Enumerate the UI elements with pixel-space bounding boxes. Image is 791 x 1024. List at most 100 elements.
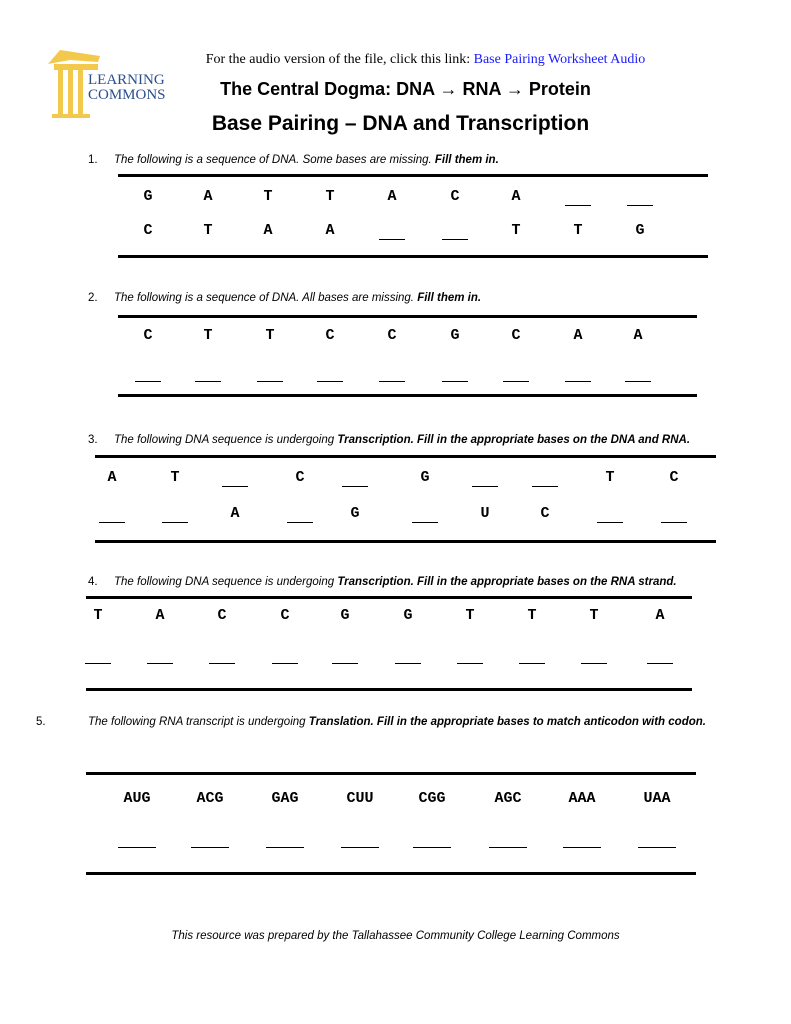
base-letter: C	[295, 469, 305, 486]
base-letter: A	[325, 222, 335, 239]
blank-base-field[interactable]	[379, 223, 405, 240]
blank-base-field[interactable]	[489, 831, 527, 848]
blank-base-field[interactable]	[266, 831, 304, 848]
question-text: The following DNA sequence is undergoing	[114, 434, 338, 446]
blank-base-field[interactable]	[563, 831, 601, 848]
learning-commons-logo: LEARNING COMMONS	[40, 42, 170, 122]
base-letter: A	[230, 505, 240, 522]
question-instruction: Translation. Fill in the appropriate bas…	[308, 716, 706, 728]
question-number: 1.	[88, 154, 98, 166]
base-letter: C	[217, 607, 227, 624]
base-letter: T	[325, 188, 335, 205]
blank-base-field[interactable]	[532, 470, 558, 487]
box-top-rule	[118, 315, 697, 318]
base-letter: T	[203, 222, 213, 239]
blank-base-field[interactable]	[627, 189, 653, 206]
blank-base-field[interactable]	[472, 470, 498, 487]
audio-link[interactable]: Base Pairing Worksheet Audio	[473, 52, 646, 67]
blank-base-field[interactable]	[581, 647, 607, 664]
blank-base-field[interactable]	[195, 365, 221, 382]
blank-base-field[interactable]	[222, 470, 248, 487]
base-letter: AGC	[494, 790, 522, 807]
blank-base-field[interactable]	[565, 365, 591, 382]
base-letter: C	[669, 469, 679, 486]
base-letter: A	[633, 327, 643, 344]
base-letter: T	[589, 607, 599, 624]
svg-text:LEARNING: LEARNING	[88, 72, 165, 88]
base-letter: AAA	[568, 790, 596, 807]
blank-base-field[interactable]	[287, 506, 313, 523]
blank-base-field[interactable]	[597, 506, 623, 523]
blank-base-field[interactable]	[272, 647, 298, 664]
base-letter: A	[511, 188, 521, 205]
base-letter: A	[155, 607, 165, 624]
question-instruction: Transcription. Fill in the appropriate b…	[337, 434, 691, 446]
base-letter: A	[387, 188, 397, 205]
base-letter: A	[573, 327, 583, 344]
blank-base-field[interactable]	[519, 647, 545, 664]
blank-base-field[interactable]	[442, 365, 468, 382]
question-text: The following DNA sequence is undergoing	[114, 576, 338, 588]
blank-base-field[interactable]	[661, 506, 687, 523]
question-4: 4. The following DNA sequence is undergoi…	[88, 572, 748, 592]
blank-base-field[interactable]	[147, 647, 173, 664]
blank-base-field[interactable]	[118, 831, 156, 848]
base-letter: G	[143, 188, 153, 205]
blank-base-field[interactable]	[341, 831, 379, 848]
blank-base-field[interactable]	[162, 506, 188, 523]
base-letter: G	[450, 327, 460, 344]
blank-base-field[interactable]	[457, 647, 483, 664]
blank-base-field[interactable]	[332, 647, 358, 664]
blank-base-field[interactable]	[379, 365, 405, 382]
question-number: 2.	[88, 292, 98, 304]
base-letter: G	[635, 222, 645, 239]
page-title: The Central Dogma: DNA → RNA → Protein	[220, 79, 591, 99]
base-letter: T	[93, 607, 103, 624]
base-letter: G	[350, 505, 360, 522]
base-letter: T	[605, 469, 615, 486]
question-instruction: Fill them in.	[434, 154, 499, 166]
blank-base-field[interactable]	[317, 365, 343, 382]
base-letter: C	[143, 327, 153, 344]
blank-base-field[interactable]	[625, 365, 651, 382]
base-letter: ACG	[196, 790, 224, 807]
base-letter: T	[263, 188, 273, 205]
base-letter: C	[280, 607, 290, 624]
base-letter: T	[265, 327, 275, 344]
question-number: 4.	[88, 576, 98, 588]
blank-base-field[interactable]	[209, 647, 235, 664]
base-letter: AUG	[123, 790, 151, 807]
base-letter: CUU	[346, 790, 374, 807]
base-letter: A	[203, 188, 213, 205]
blank-base-field[interactable]	[257, 365, 283, 382]
question-text: The following is a sequence of DNA. Some…	[114, 154, 435, 166]
blank-base-field[interactable]	[99, 506, 125, 523]
base-letter: C	[450, 188, 460, 205]
blank-base-field[interactable]	[503, 365, 529, 382]
page-subtitle: Base Pairing – DNA and Transcription	[211, 112, 590, 135]
audio-prefix: For the audio version of the file, click…	[205, 52, 474, 67]
question-2: 2. The following is a sequence of DNA. Al…	[88, 288, 748, 308]
blank-base-field[interactable]	[342, 470, 368, 487]
base-letter: G	[420, 469, 430, 486]
blank-base-field[interactable]	[565, 189, 591, 206]
base-letter: G	[403, 607, 413, 624]
box-top-rule	[118, 174, 708, 177]
base-letter: G	[340, 607, 350, 624]
blank-base-field[interactable]	[638, 831, 676, 848]
blank-base-field[interactable]	[442, 223, 468, 240]
blank-base-field[interactable]	[395, 647, 421, 664]
box-bot-rule	[95, 540, 716, 543]
blank-base-field[interactable]	[413, 831, 451, 848]
question-instruction: Transcription. Fill in the appropriate b…	[337, 576, 677, 588]
question-instruction: Fill them in.	[417, 292, 482, 304]
base-letter: A	[655, 607, 665, 624]
blank-base-field[interactable]	[135, 365, 161, 382]
blank-base-field[interactable]	[191, 831, 229, 848]
blank-base-field[interactable]	[647, 647, 673, 664]
base-letter: T	[465, 607, 475, 624]
question-number: 5.	[36, 716, 46, 728]
blank-base-field[interactable]	[412, 506, 438, 523]
blank-base-field[interactable]	[85, 647, 111, 664]
box-bot-rule	[86, 688, 692, 691]
